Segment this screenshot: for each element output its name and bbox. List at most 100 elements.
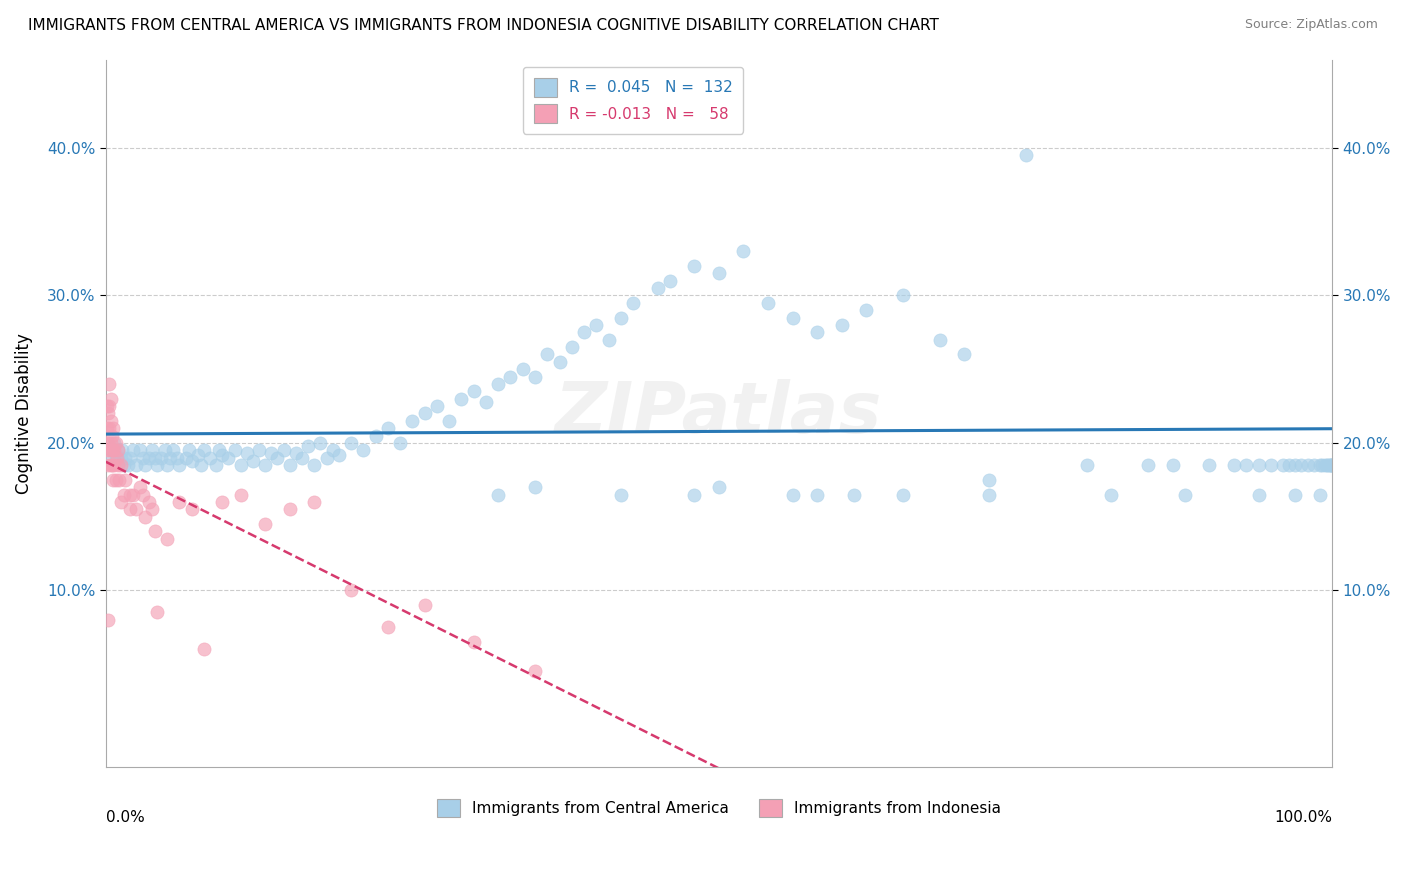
Point bbox=[103, 443, 125, 458]
Point bbox=[97, 436, 120, 450]
Point bbox=[143, 524, 166, 539]
Text: Source: ZipAtlas.com: Source: ZipAtlas.com bbox=[1244, 18, 1378, 31]
Text: IMMIGRANTS FROM CENTRAL AMERICA VS IMMIGRANTS FROM INDONESIA COGNITIVE DISABILIT: IMMIGRANTS FROM CENTRAL AMERICA VS IMMIG… bbox=[28, 18, 939, 33]
Point bbox=[1320, 458, 1343, 472]
Point bbox=[977, 487, 1000, 501]
Point bbox=[121, 443, 143, 458]
Point bbox=[143, 450, 166, 465]
Point bbox=[1296, 458, 1319, 472]
Text: 100.0%: 100.0% bbox=[1274, 810, 1331, 825]
Point bbox=[110, 450, 132, 465]
Text: ZIPatlas: ZIPatlas bbox=[555, 379, 883, 448]
Point bbox=[401, 414, 423, 428]
Point bbox=[207, 443, 229, 458]
Point bbox=[1198, 458, 1220, 472]
Point bbox=[1174, 487, 1197, 501]
Point bbox=[141, 502, 163, 516]
Point bbox=[156, 458, 179, 472]
Point bbox=[112, 487, 135, 501]
Point bbox=[291, 450, 314, 465]
Point bbox=[110, 458, 132, 472]
Point bbox=[101, 450, 124, 465]
Point bbox=[180, 502, 202, 516]
Point bbox=[112, 458, 135, 472]
Point bbox=[96, 443, 118, 458]
Point bbox=[138, 450, 160, 465]
Point bbox=[1137, 458, 1160, 472]
Point bbox=[229, 458, 252, 472]
Point bbox=[278, 458, 301, 472]
Point bbox=[125, 458, 148, 472]
Point bbox=[806, 326, 828, 340]
Point bbox=[364, 428, 387, 442]
Point bbox=[104, 436, 127, 450]
Point bbox=[1272, 458, 1295, 472]
Point bbox=[1161, 458, 1184, 472]
Point bbox=[647, 281, 669, 295]
Point bbox=[260, 446, 283, 460]
Point bbox=[125, 502, 148, 516]
Point bbox=[97, 613, 120, 627]
Point bbox=[486, 376, 509, 391]
Point bbox=[101, 421, 124, 435]
Point bbox=[340, 583, 363, 598]
Point bbox=[450, 392, 472, 406]
Point bbox=[108, 473, 131, 487]
Point bbox=[1014, 148, 1036, 162]
Point bbox=[928, 333, 950, 347]
Point bbox=[198, 450, 221, 465]
Point bbox=[463, 635, 485, 649]
Point bbox=[855, 303, 877, 318]
Point bbox=[328, 448, 350, 462]
Point bbox=[101, 473, 124, 487]
Point bbox=[1291, 458, 1313, 472]
Point bbox=[707, 266, 730, 280]
Point bbox=[536, 347, 558, 361]
Point bbox=[217, 450, 239, 465]
Point bbox=[101, 458, 124, 472]
Point bbox=[98, 443, 121, 458]
Point bbox=[254, 516, 277, 531]
Point bbox=[1076, 458, 1098, 472]
Point bbox=[205, 458, 228, 472]
Point bbox=[1309, 487, 1331, 501]
Point bbox=[512, 362, 534, 376]
Point bbox=[377, 620, 399, 634]
Text: 0.0%: 0.0% bbox=[105, 810, 145, 825]
Point bbox=[463, 384, 485, 399]
Point bbox=[1317, 458, 1340, 472]
Point bbox=[166, 450, 188, 465]
Point bbox=[1316, 458, 1339, 472]
Point bbox=[707, 480, 730, 494]
Point bbox=[585, 318, 607, 332]
Point bbox=[1302, 458, 1324, 472]
Point bbox=[153, 443, 176, 458]
Point bbox=[340, 436, 363, 450]
Point bbox=[131, 487, 153, 501]
Point bbox=[141, 443, 163, 458]
Point bbox=[524, 369, 547, 384]
Point bbox=[156, 532, 179, 546]
Point bbox=[683, 487, 706, 501]
Point bbox=[499, 369, 522, 384]
Point bbox=[100, 436, 122, 450]
Point bbox=[266, 450, 288, 465]
Point bbox=[610, 310, 633, 325]
Point bbox=[146, 458, 169, 472]
Point bbox=[1313, 458, 1336, 472]
Point bbox=[224, 443, 246, 458]
Point bbox=[111, 443, 134, 458]
Point bbox=[1099, 487, 1122, 501]
Point bbox=[572, 326, 595, 340]
Point bbox=[211, 448, 233, 462]
Point bbox=[977, 473, 1000, 487]
Point bbox=[1247, 487, 1270, 501]
Point bbox=[733, 244, 755, 259]
Point bbox=[97, 406, 120, 420]
Point bbox=[437, 414, 460, 428]
Point bbox=[1309, 458, 1331, 472]
Point bbox=[658, 274, 681, 288]
Point bbox=[110, 495, 132, 509]
Point bbox=[96, 399, 118, 413]
Point bbox=[242, 453, 264, 467]
